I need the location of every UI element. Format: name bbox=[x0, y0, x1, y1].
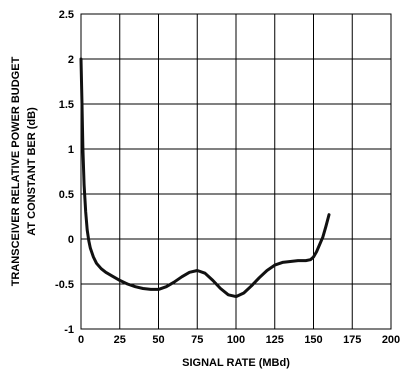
y-tick-label: 1 bbox=[68, 144, 74, 156]
y-tick-label: 1.5 bbox=[59, 99, 74, 111]
y-tick-label: 0 bbox=[68, 234, 74, 246]
plot-area-frame bbox=[80, 13, 392, 330]
x-tick-label: 75 bbox=[191, 334, 203, 346]
x-tick-label: 125 bbox=[266, 334, 284, 346]
series-layer bbox=[79, 57, 331, 299]
x-axis-ticks: 0 25 50 75 100 125 150 175 200 bbox=[78, 334, 400, 346]
x-tick-label: 25 bbox=[114, 334, 126, 346]
x-tick-label: 100 bbox=[227, 334, 245, 346]
x-tick-label: 50 bbox=[152, 334, 164, 346]
grid bbox=[80, 13, 392, 330]
y-axis-title-line-2: AT CONSTANT BER (dB) bbox=[26, 107, 38, 236]
y-axis-title-line-1: TRANSCEIVER RELATIVE POWER BUDGET bbox=[10, 56, 22, 286]
y-tick-label: 2.5 bbox=[59, 9, 74, 21]
x-tick-label: 200 bbox=[382, 334, 400, 346]
series-line-0 bbox=[79, 57, 331, 299]
x-tick-label: 150 bbox=[304, 334, 322, 346]
y-tick-label: -1 bbox=[64, 324, 74, 336]
y-tick-label: 0.5 bbox=[59, 189, 74, 201]
x-tick-label: 0 bbox=[78, 334, 84, 346]
y-axis-ticks: -1 -0.5 0 0.5 1 1.5 2 2.5 bbox=[55, 9, 74, 336]
y-tick-label: -0.5 bbox=[55, 279, 74, 291]
x-axis-title: SIGNAL RATE (MBd) bbox=[182, 357, 290, 369]
y-tick-label: 2 bbox=[68, 54, 74, 66]
x-tick-label: 175 bbox=[343, 334, 361, 346]
